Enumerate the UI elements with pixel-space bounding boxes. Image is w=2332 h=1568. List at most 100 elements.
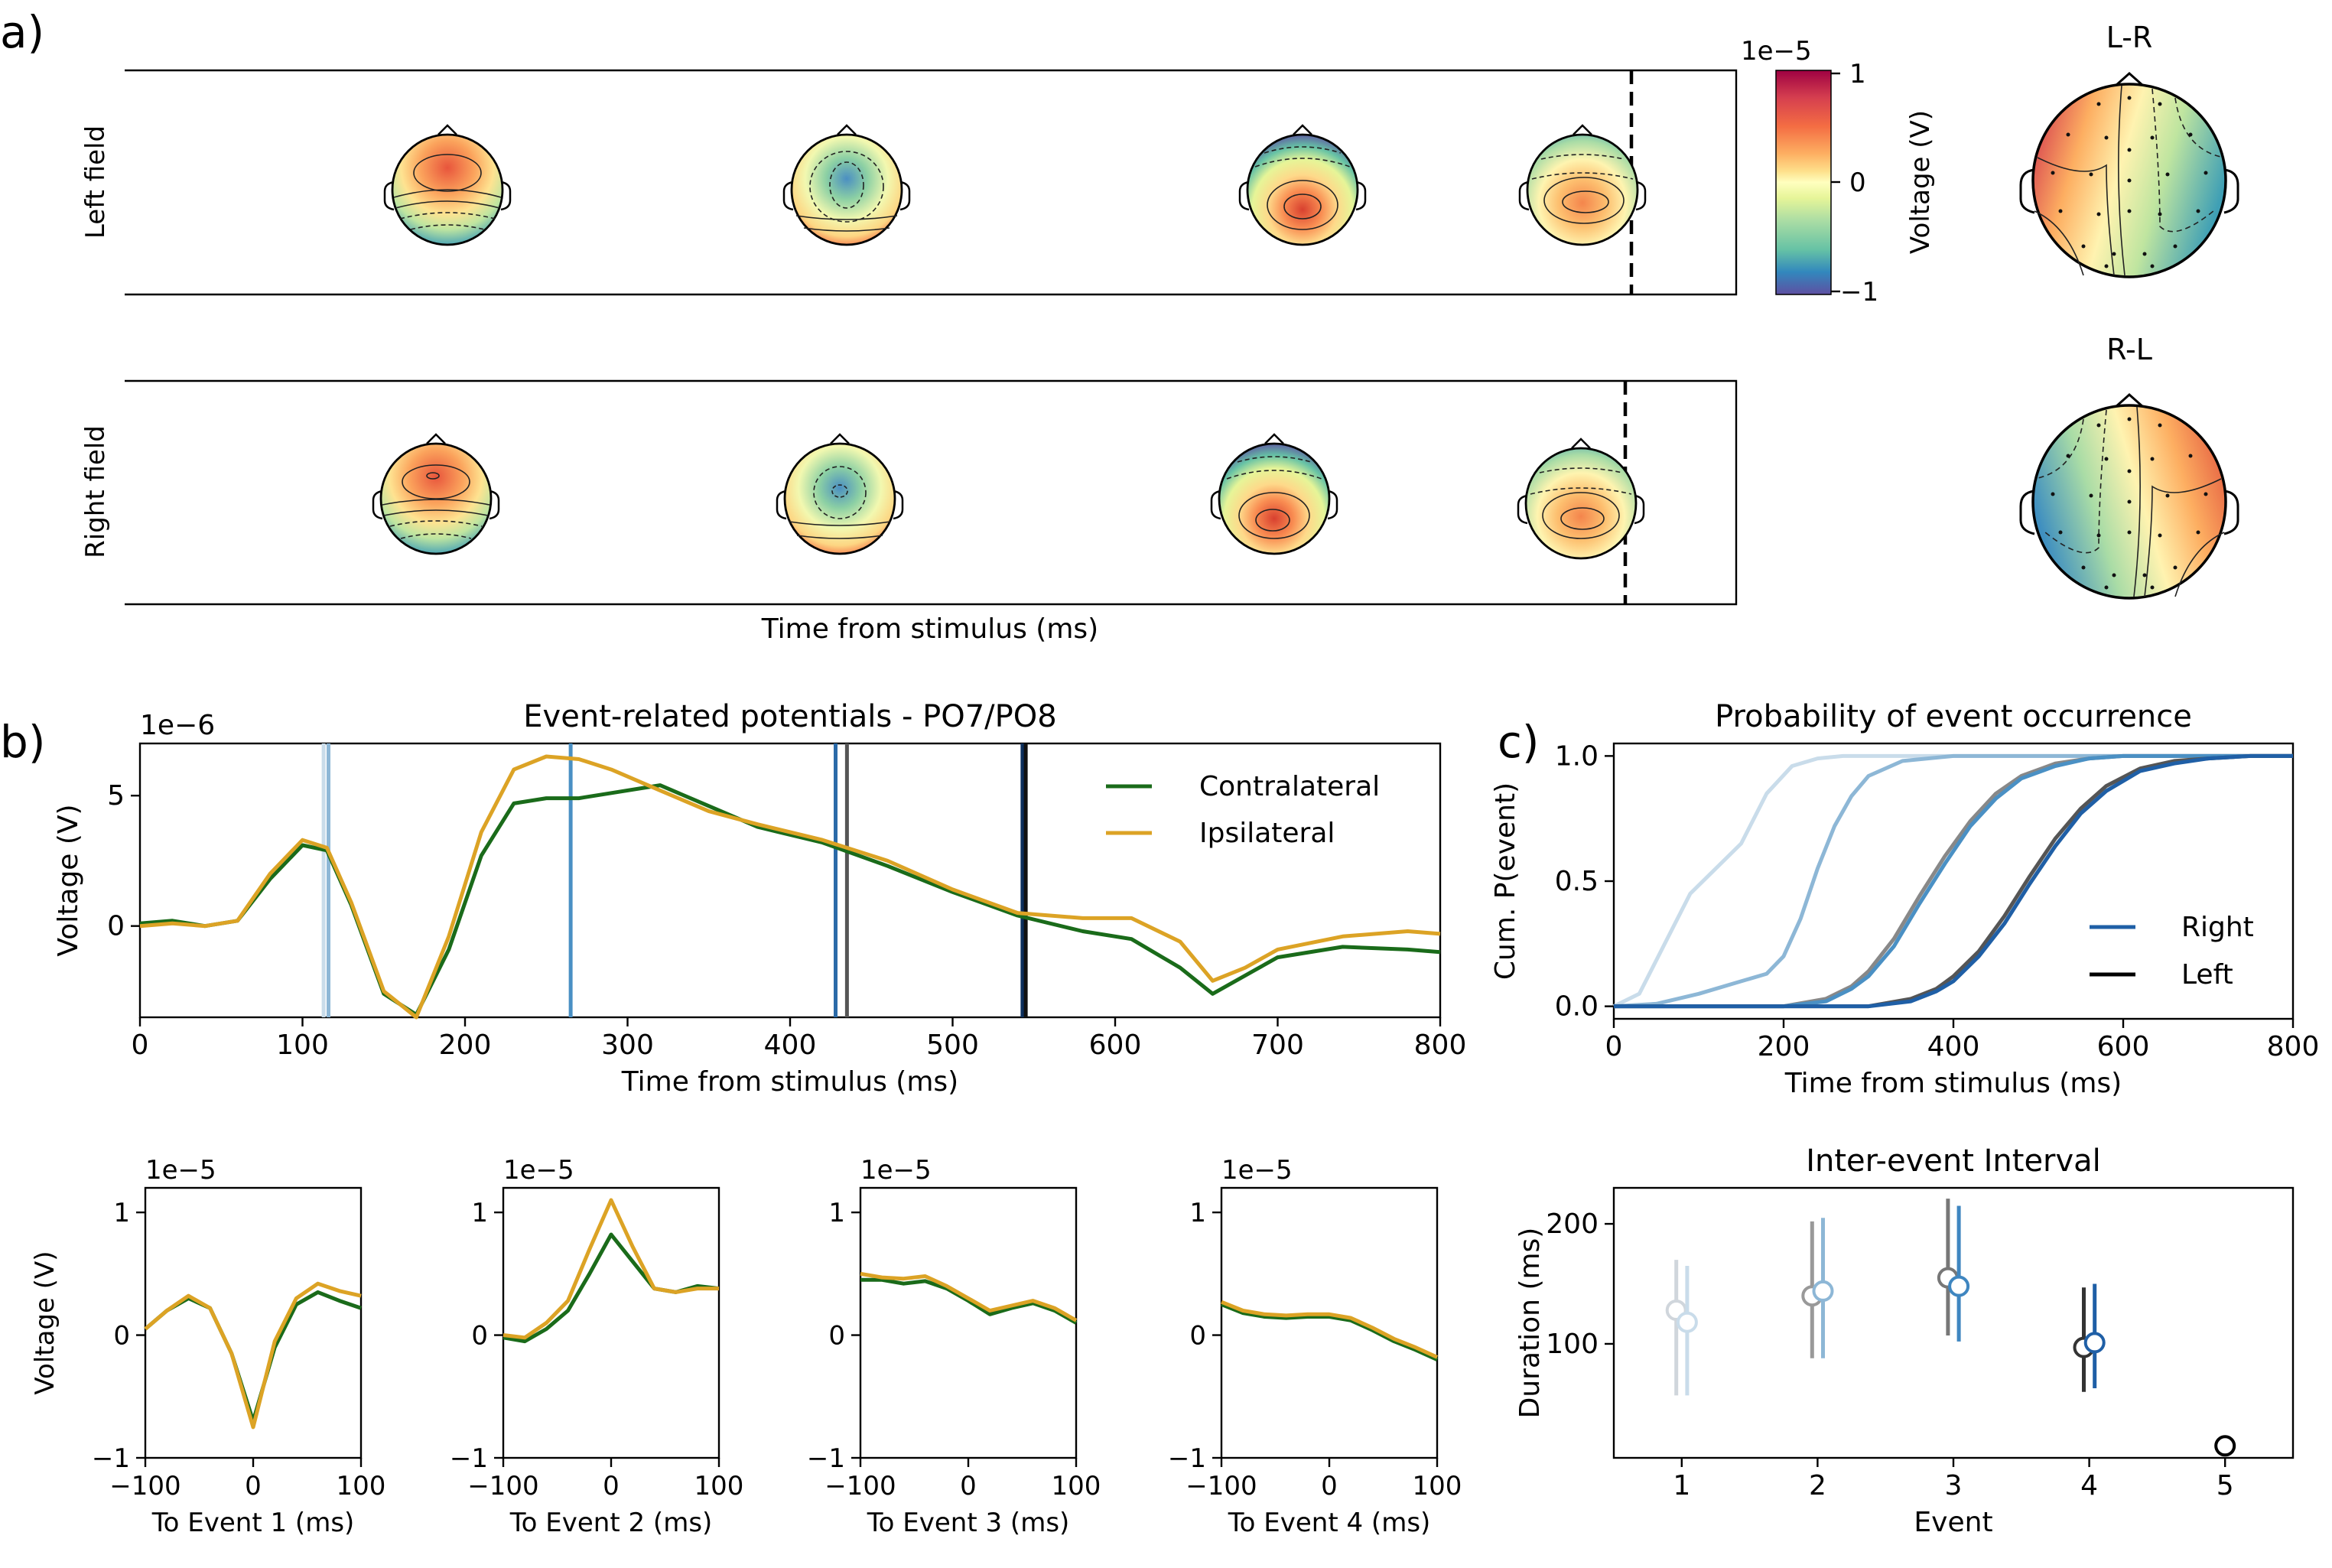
y-tick-label: 0 [107,911,125,942]
x-tick-label: 200 [439,1030,492,1061]
inter-event-chart: 1 2 3 4 5 100 200 Event Duration (ms) Inter-event… [1514,1143,2295,1538]
x-axis-label: Time from stimulus (ms) [1784,1068,2122,1099]
colorbar-label: Voltage (V) [1905,110,1936,254]
diff-topomap-rl: R-L [2019,333,2239,600]
y-tick-label: 0 [113,1321,130,1352]
topomap [776,433,904,555]
colorbar-tick: −1 [1840,277,1878,307]
x-tick-label: 800 [1414,1030,1467,1061]
panel-a-xlabel: Time from stimulus (ms) [761,613,1098,645]
topomap [383,124,512,246]
y-tick-label: −1 [807,1443,845,1474]
topomap [372,433,500,555]
contralateral-line [144,1290,362,1423]
x-tick-label: 0 [132,1030,149,1061]
x-axis-label: To Event 3 (ms) [867,1508,1070,1538]
x-tick-label: −100 [109,1471,181,1501]
x-axis-label: To Event 4 (ms) [1228,1508,1431,1538]
right-field-label: Right field [80,425,111,558]
x-tick-label: 2 [1809,1470,1826,1501]
event3-chart: −100 0 100 −1 0 1 To Event 3 (ms) 1e−5 [807,1155,1101,1538]
x-tick-label: 100 [1052,1471,1101,1501]
panel-label-c: c) [1498,716,1540,768]
topomap [1238,124,1367,246]
x-tick-label: 5 [2217,1470,2234,1501]
right-field-row: Right field [80,379,1738,606]
y-tick-label: 1 [471,1198,488,1228]
x-axis-label: To Event 1 (ms) [151,1508,355,1538]
cdf-line [1614,753,2293,1009]
event4-chart: −100 0 100 −1 0 1 To Event 4 (ms) 1e−5 [1168,1155,1462,1538]
erp-chart: 0 100 200 300 400 500 600 700 800 0 5 Time from sti… [53,699,1466,1098]
topomap [1210,433,1338,555]
left-field-row: Left field [80,69,1738,296]
y-tick-label: 0.5 [1555,866,1599,897]
colorbar: 1e−5 1 0 −1 Voltage (V) [1741,36,1936,307]
y-tick-label: −1 [92,1443,130,1474]
axis-exponent: 1e−5 [1221,1155,1293,1186]
x-tick-label: 4 [2080,1470,2098,1501]
chart-title: Inter-event Interval [1806,1143,2101,1179]
x-tick-label: 600 [2097,1031,2150,1062]
colorbar-exponent: 1e−5 [1741,36,1812,67]
x-tick-label: 500 [926,1030,979,1061]
plot-frame [502,1186,720,1459]
diff-title-rl: R-L [2106,333,2152,366]
chart-title: Probability of event occurrence [1715,699,2192,734]
contralateral-line [1221,1303,1439,1361]
x-tick-label: 300 [601,1030,654,1061]
y-tick-label: 200 [1546,1209,1599,1240]
x-axis-label: Time from stimulus (ms) [621,1066,958,1098]
y-axis-label: Duration (ms) [1514,1228,1546,1419]
y-tick-label: 100 [1546,1329,1599,1360]
y-tick-label: 1.0 [1555,740,1599,772]
event1-chart: −100 0 100 −1 0 1 To Event 1 (ms) Voltage (V) 1e… [30,1155,385,1538]
panel-a: Left field Right field Time from stimulu… [80,21,2239,645]
panel-label-b: b) [0,716,45,768]
x-tick-label: 3 [1945,1470,1963,1501]
x-tick-label: 100 [694,1471,744,1501]
x-tick-label: 1 [1673,1470,1690,1501]
mean-marker [1676,1311,1698,1333]
mean-marker [1812,1280,1834,1302]
topomap [1518,124,1647,246]
legend-label: Right [2181,912,2254,943]
ipsilateral-line [503,1198,719,1340]
x-tick-label: 700 [1251,1030,1304,1061]
ipsilateral-line [1221,1300,1439,1359]
x-tick-label: 0 [1321,1471,1338,1501]
axis-exponent: 1e−5 [145,1155,216,1186]
axis-exponent: 1e−6 [140,710,215,741]
contralateral-line [139,783,1441,1017]
y-axis-label: Voltage (V) [53,804,84,956]
y-tick-label: 0 [471,1321,488,1352]
x-tick-label: 0 [245,1471,262,1501]
y-tick-label: 1 [113,1198,130,1228]
left-field-label: Left field [80,125,111,239]
plot-frame [859,1186,1078,1459]
x-tick-label: −100 [824,1471,896,1501]
y-tick-label: 1 [828,1198,845,1228]
plot-frame [1220,1186,1439,1459]
x-tick-label: −100 [467,1471,538,1501]
topomap [782,124,911,246]
y-tick-label: 1 [1189,1198,1206,1228]
x-tick-label: 100 [337,1471,386,1501]
x-axis-label: Event [1914,1507,1992,1538]
y-tick-label: 0.0 [1555,991,1599,1023]
axis-exponent: 1e−5 [860,1155,932,1186]
x-tick-label: 200 [1758,1031,1810,1062]
x-tick-label: 100 [276,1030,329,1061]
ipsilateral-line [144,1281,362,1430]
probability-chart: 0 200 400 600 800 0.0 0.5 1.0 Time from stimulus… [1490,699,2319,1099]
colorbar-tick: 1 [1849,59,1866,89]
contralateral-line [503,1232,720,1344]
y-tick-label: −1 [1168,1443,1206,1474]
y-tick-label: −1 [450,1443,488,1474]
x-tick-label: 600 [1089,1030,1142,1061]
mean-marker [1948,1275,1970,1297]
colorbar-tick: 0 [1849,168,1866,198]
y-tick-label: 5 [107,780,125,812]
chart-title: Event-related potentials - PO7/PO8 [523,699,1056,734]
